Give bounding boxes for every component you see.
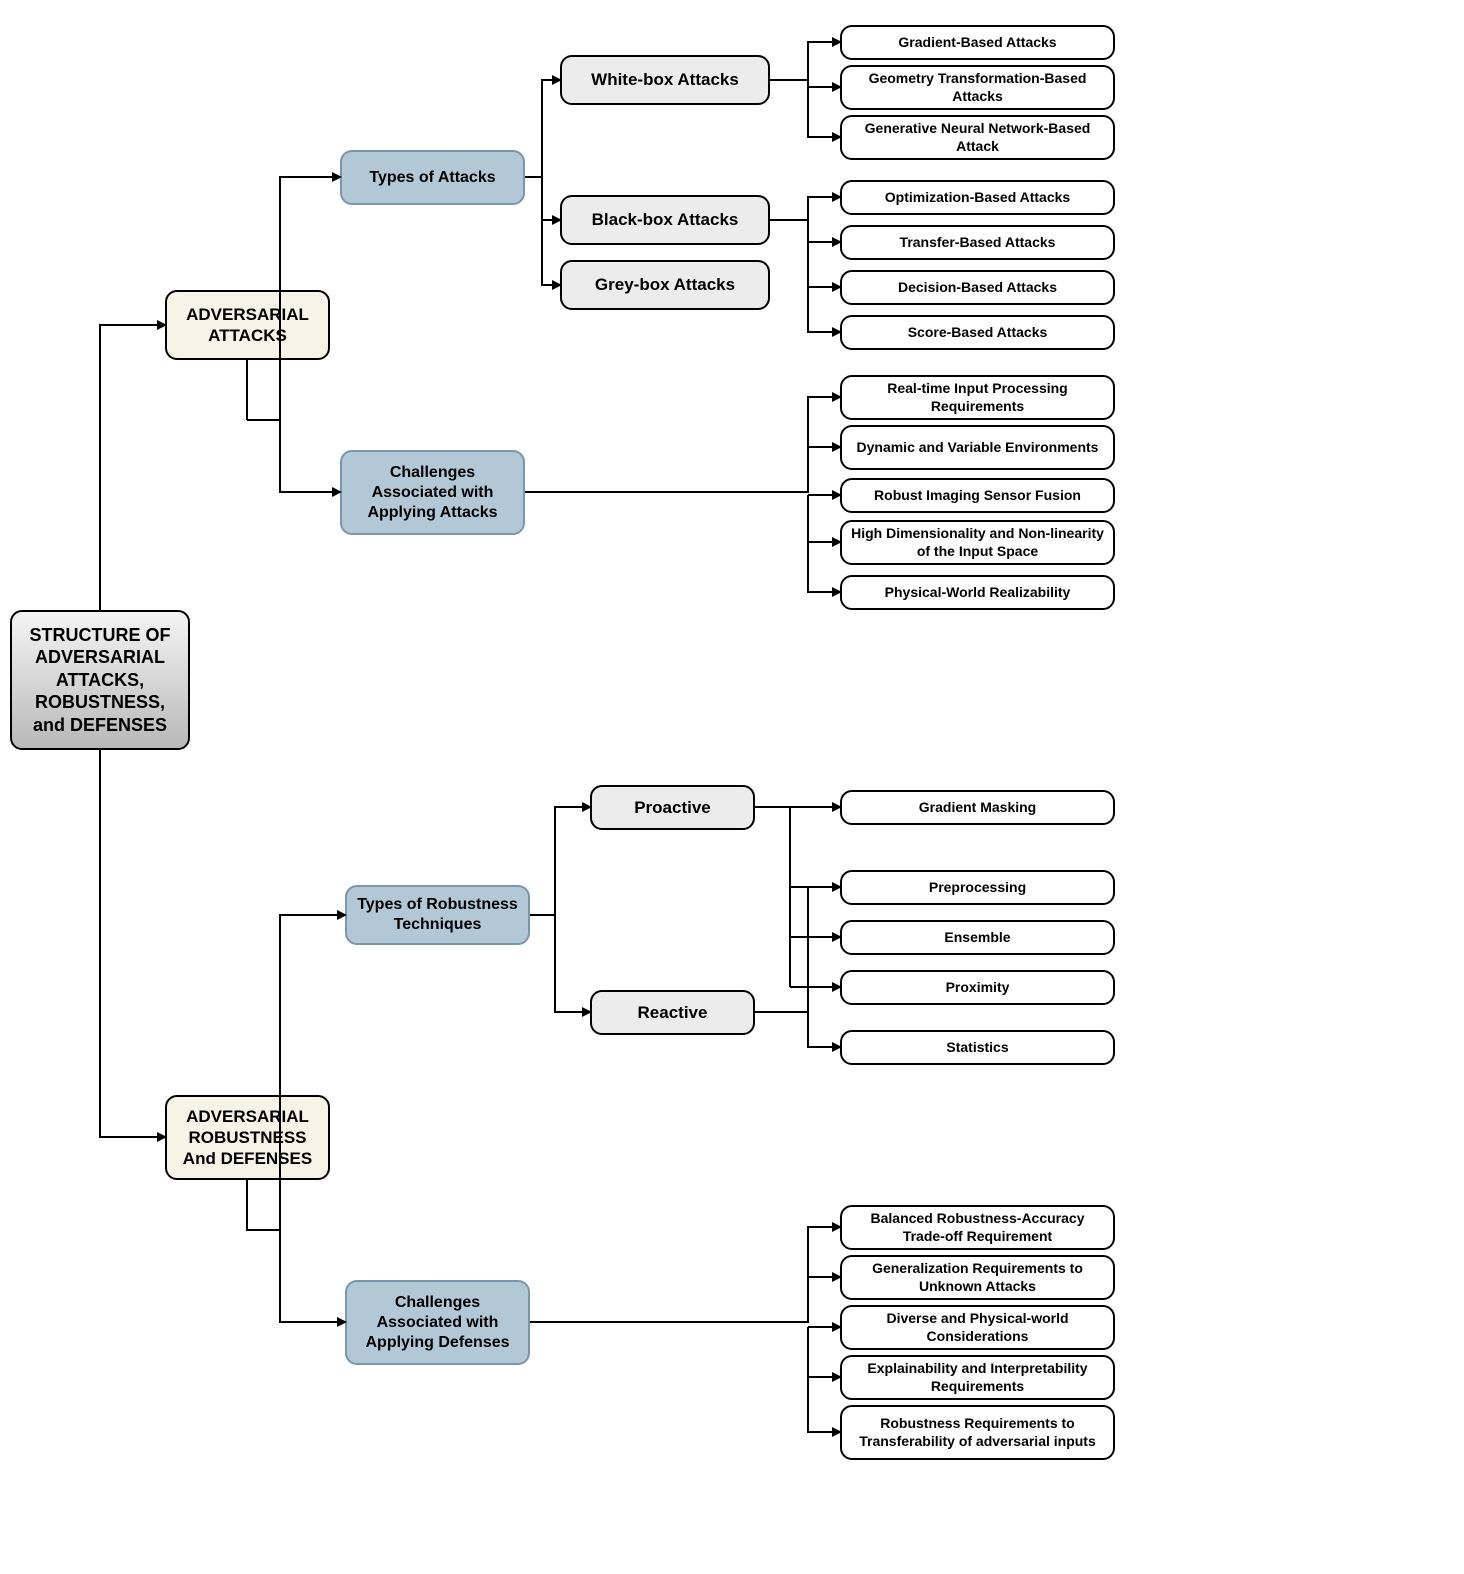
challenges-defenses-node: Challenges Associated with Applying Defe… [345, 1280, 530, 1365]
leaf-bal: Balanced Robustness-Accuracy Trade-off R… [840, 1205, 1115, 1250]
leaf-score: Score-Based Attacks [840, 315, 1115, 350]
challenges-attacks-node: Challenges Associated with Applying Atta… [340, 450, 525, 535]
leaf-div: Diverse and Physical-world Consideration… [840, 1305, 1115, 1350]
proactive-node: Proactive [590, 785, 755, 830]
leaf-transfer: Transfer-Based Attacks [840, 225, 1115, 260]
types-robustness-node: Types of Robustness Techniques [345, 885, 530, 945]
leaf-stat: Statistics [840, 1030, 1115, 1065]
whitebox-node: White-box Attacks [560, 55, 770, 105]
leaf-prox: Proximity [840, 970, 1115, 1005]
leaf-rt: Real-time Input Processing Requirements [840, 375, 1115, 420]
leaf-decision: Decision-Based Attacks [840, 270, 1115, 305]
reactive-node: Reactive [590, 990, 755, 1035]
root-node: STRUCTURE OF ADVERSARIAL ATTACKS, ROBUST… [10, 610, 190, 750]
leaf-prep: Preprocessing [840, 870, 1115, 905]
leaf-gen: Generalization Requirements to Unknown A… [840, 1255, 1115, 1300]
leaf-gba: Gradient-Based Attacks [840, 25, 1115, 60]
types-attacks-node: Types of Attacks [340, 150, 525, 205]
leaf-gm: Gradient Masking [840, 790, 1115, 825]
leaf-phys: Physical-World Realizability [840, 575, 1115, 610]
leaf-gnnba: Generative Neural Network-Based Attack [840, 115, 1115, 160]
leaf-gtba: Geometry Transformation-Based Attacks [840, 65, 1115, 110]
leaf-opt: Optimization-Based Attacks [840, 180, 1115, 215]
greybox-node: Grey-box Attacks [560, 260, 770, 310]
defenses-node: ADVERSARIAL ROBUSTNESS And DEFENSES [165, 1095, 330, 1180]
leaf-exp: Explainability and Interpretability Requ… [840, 1355, 1115, 1400]
leaf-dim: High Dimensionality and Non-linearity of… [840, 520, 1115, 565]
leaf-ens: Ensemble [840, 920, 1115, 955]
leaf-dyn: Dynamic and Variable Environments [840, 425, 1115, 470]
leaf-robtrans: Robustness Requirements to Transferabili… [840, 1405, 1115, 1460]
leaf-fusion: Robust Imaging Sensor Fusion [840, 478, 1115, 513]
attacks-node: ADVERSARIAL ATTACKS [165, 290, 330, 360]
blackbox-node: Black-box Attacks [560, 195, 770, 245]
